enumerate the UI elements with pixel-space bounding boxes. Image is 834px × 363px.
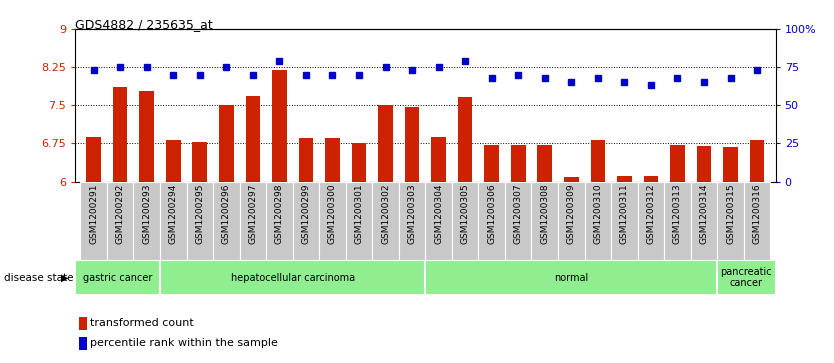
FancyBboxPatch shape xyxy=(531,182,558,260)
Bar xyxy=(564,178,579,182)
Bar xyxy=(458,97,472,182)
Text: pancreatic
cancer: pancreatic cancer xyxy=(721,267,772,289)
FancyBboxPatch shape xyxy=(293,182,319,260)
Bar xyxy=(139,91,154,182)
Bar xyxy=(193,142,207,182)
Bar xyxy=(272,70,287,182)
FancyBboxPatch shape xyxy=(558,182,585,260)
Text: GSM1200300: GSM1200300 xyxy=(328,184,337,244)
Text: transformed count: transformed count xyxy=(90,318,194,328)
FancyBboxPatch shape xyxy=(346,182,372,260)
Text: disease state: disease state xyxy=(4,273,73,283)
FancyBboxPatch shape xyxy=(691,182,717,260)
Text: GSM1200295: GSM1200295 xyxy=(195,184,204,244)
Text: percentile rank within the sample: percentile rank within the sample xyxy=(90,338,279,348)
Text: GSM1200311: GSM1200311 xyxy=(620,184,629,244)
Text: GSM1200308: GSM1200308 xyxy=(540,184,550,244)
Text: GSM1200315: GSM1200315 xyxy=(726,184,735,244)
Bar xyxy=(750,140,764,182)
FancyBboxPatch shape xyxy=(372,182,399,260)
FancyBboxPatch shape xyxy=(585,182,611,260)
Bar xyxy=(617,176,631,182)
Text: GSM1200291: GSM1200291 xyxy=(89,184,98,244)
Bar xyxy=(696,146,711,182)
Text: GSM1200296: GSM1200296 xyxy=(222,184,231,244)
Text: GSM1200299: GSM1200299 xyxy=(301,184,310,244)
FancyBboxPatch shape xyxy=(479,182,505,260)
Bar xyxy=(299,138,314,182)
Bar xyxy=(537,145,552,182)
Text: GSM1200303: GSM1200303 xyxy=(408,184,416,244)
Text: GSM1200302: GSM1200302 xyxy=(381,184,390,244)
Bar xyxy=(379,105,393,182)
Bar xyxy=(113,87,128,182)
Text: GSM1200301: GSM1200301 xyxy=(354,184,364,244)
Text: GSM1200307: GSM1200307 xyxy=(514,184,523,244)
Text: hepatocellular carcinoma: hepatocellular carcinoma xyxy=(230,273,354,283)
FancyBboxPatch shape xyxy=(213,182,239,260)
Bar xyxy=(78,317,87,330)
Bar xyxy=(644,176,658,182)
FancyBboxPatch shape xyxy=(611,182,638,260)
Text: GSM1200292: GSM1200292 xyxy=(116,184,124,244)
FancyBboxPatch shape xyxy=(266,182,293,260)
Bar xyxy=(485,145,499,182)
Bar xyxy=(671,145,685,182)
FancyBboxPatch shape xyxy=(744,182,771,260)
Text: GSM1200306: GSM1200306 xyxy=(487,184,496,244)
Bar xyxy=(352,143,366,182)
Text: GSM1200298: GSM1200298 xyxy=(275,184,284,244)
FancyBboxPatch shape xyxy=(664,182,691,260)
Text: GSM1200293: GSM1200293 xyxy=(143,184,151,244)
Text: ▶: ▶ xyxy=(61,273,68,283)
FancyBboxPatch shape xyxy=(717,182,744,260)
FancyBboxPatch shape xyxy=(80,182,107,260)
Text: GSM1200297: GSM1200297 xyxy=(249,184,258,244)
FancyBboxPatch shape xyxy=(638,182,664,260)
Text: GSM1200316: GSM1200316 xyxy=(752,184,761,244)
Text: GSM1200309: GSM1200309 xyxy=(567,184,575,244)
Text: GDS4882 / 235635_at: GDS4882 / 235635_at xyxy=(75,18,213,31)
FancyBboxPatch shape xyxy=(187,182,213,260)
Text: GSM1200310: GSM1200310 xyxy=(593,184,602,244)
Bar xyxy=(166,140,180,182)
Text: GSM1200313: GSM1200313 xyxy=(673,184,682,244)
Text: gastric cancer: gastric cancer xyxy=(83,273,153,283)
FancyBboxPatch shape xyxy=(319,182,346,260)
FancyBboxPatch shape xyxy=(75,260,160,295)
Bar xyxy=(404,107,420,182)
FancyBboxPatch shape xyxy=(239,182,266,260)
FancyBboxPatch shape xyxy=(133,182,160,260)
Bar xyxy=(219,105,234,182)
Text: GSM1200294: GSM1200294 xyxy=(168,184,178,244)
Bar xyxy=(511,145,525,182)
FancyBboxPatch shape xyxy=(160,182,187,260)
Bar xyxy=(245,96,260,182)
Bar xyxy=(78,337,87,350)
FancyBboxPatch shape xyxy=(452,182,479,260)
Text: GSM1200305: GSM1200305 xyxy=(460,184,470,244)
Text: GSM1200304: GSM1200304 xyxy=(435,184,443,244)
Bar xyxy=(723,147,738,182)
Text: GSM1200312: GSM1200312 xyxy=(646,184,656,244)
FancyBboxPatch shape xyxy=(505,182,531,260)
Text: GSM1200314: GSM1200314 xyxy=(700,184,708,244)
Bar xyxy=(87,137,101,182)
FancyBboxPatch shape xyxy=(425,260,717,295)
FancyBboxPatch shape xyxy=(425,182,452,260)
Text: normal: normal xyxy=(554,273,589,283)
FancyBboxPatch shape xyxy=(160,260,425,295)
Bar xyxy=(325,138,339,182)
FancyBboxPatch shape xyxy=(399,182,425,260)
FancyBboxPatch shape xyxy=(717,260,776,295)
FancyBboxPatch shape xyxy=(107,182,133,260)
Bar xyxy=(431,137,446,182)
Bar xyxy=(590,140,605,182)
